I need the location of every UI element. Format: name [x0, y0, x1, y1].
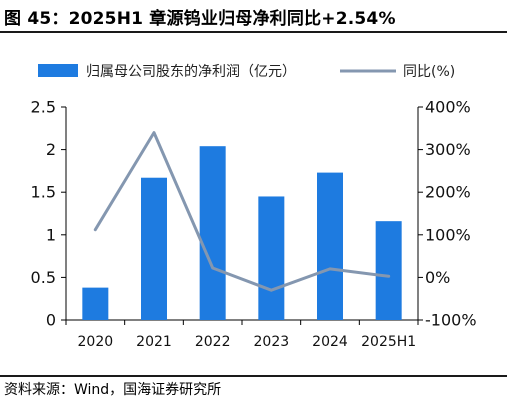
legend-bar-label: 归属母公司股东的净利润（亿元）	[86, 63, 296, 80]
page-title: 图 45：2025H1 章源钨业归母净利同比+2.54%	[4, 9, 396, 29]
y-right-tick-label: 300%	[425, 140, 471, 159]
y-left-tick-label: 0	[46, 311, 56, 330]
yoy-line	[93, 131, 391, 292]
y-left-tick-label: 0.5	[31, 268, 56, 287]
y-right-tick-label: 100%	[425, 225, 471, 244]
y-right-tick-label: 400%	[425, 98, 471, 117]
legend-bar-swatch	[38, 64, 78, 77]
title-divider	[0, 31, 507, 33]
legend: 归属母公司股东的净利润（亿元） 同比(%)	[38, 63, 455, 80]
y-left-tick-label: 2	[46, 140, 56, 159]
y-right-tick-label: 200%	[425, 183, 471, 202]
x-tick-label: 2024	[312, 334, 348, 350]
y-left-tick-label: 2.5	[31, 98, 56, 117]
y-left-tick-label: 1	[46, 225, 56, 244]
source-note: 资料来源：Wind，国海证券研究所	[4, 382, 222, 398]
bar	[199, 146, 226, 320]
y-right-tick-label: 0%	[425, 268, 450, 287]
y-right-tick-label: -100%	[425, 311, 477, 330]
bar	[258, 196, 285, 320]
footer-divider	[0, 375, 507, 377]
x-tick-label: 2020	[78, 334, 114, 350]
y-left-tick-label: 1.5	[31, 183, 56, 202]
chart: 归属母公司股东的净利润（亿元） 同比(%) 00.511.522.5-100%0…	[31, 63, 477, 351]
bar	[317, 172, 343, 320]
plot-area: 0 0.5 1 1.5 2 2.5 -100% 0% 100% 200% 300% 400% 2020 2…	[31, 98, 477, 351]
bar	[141, 177, 167, 320]
x-tick-label: 2021	[136, 334, 172, 350]
x-tick-label: 2022	[195, 334, 231, 350]
bar	[82, 287, 109, 320]
bar	[375, 221, 402, 320]
x-tick-label: 2025H1	[361, 334, 416, 350]
x-tick-label: 2023	[254, 334, 290, 350]
legend-line-label: 同比(%)	[403, 64, 455, 80]
